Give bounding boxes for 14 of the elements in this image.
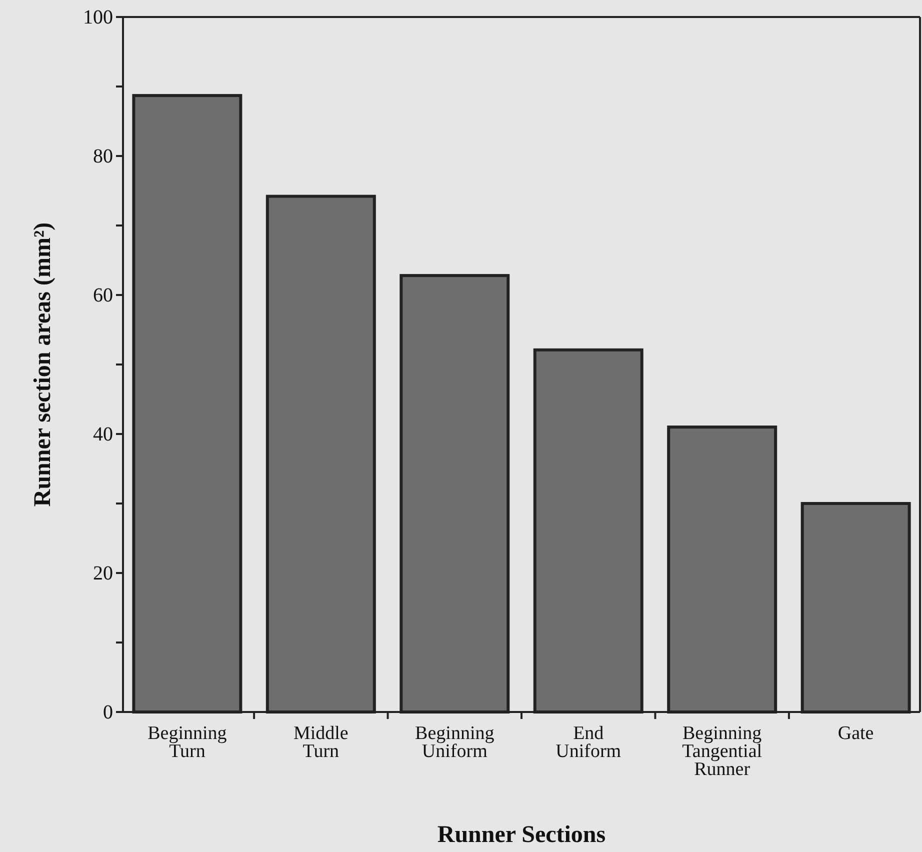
x-tick-label: Beginning Tangential Runner bbox=[682, 723, 762, 780]
y-tick-label: 60 bbox=[93, 284, 113, 306]
y-tick-label: 80 bbox=[93, 145, 113, 168]
x-tick-label: End Uniform bbox=[556, 723, 622, 762]
y-axis-title: Runner section areas (mm²) bbox=[30, 222, 56, 507]
y-tick-label: 40 bbox=[93, 423, 113, 446]
x-tick-label: Beginning Uniform bbox=[415, 723, 495, 762]
x-tick-label: Gate bbox=[838, 723, 874, 744]
y-tick-label: 0 bbox=[103, 701, 113, 724]
x-tick-label: Middle Turn bbox=[293, 723, 348, 762]
y-tick-label: 20 bbox=[93, 562, 113, 584]
x-tick-label: Beginning Turn bbox=[148, 723, 228, 762]
x-axis-title: Runner Sections bbox=[437, 822, 606, 848]
y-tick-label: 100 bbox=[83, 6, 113, 28]
